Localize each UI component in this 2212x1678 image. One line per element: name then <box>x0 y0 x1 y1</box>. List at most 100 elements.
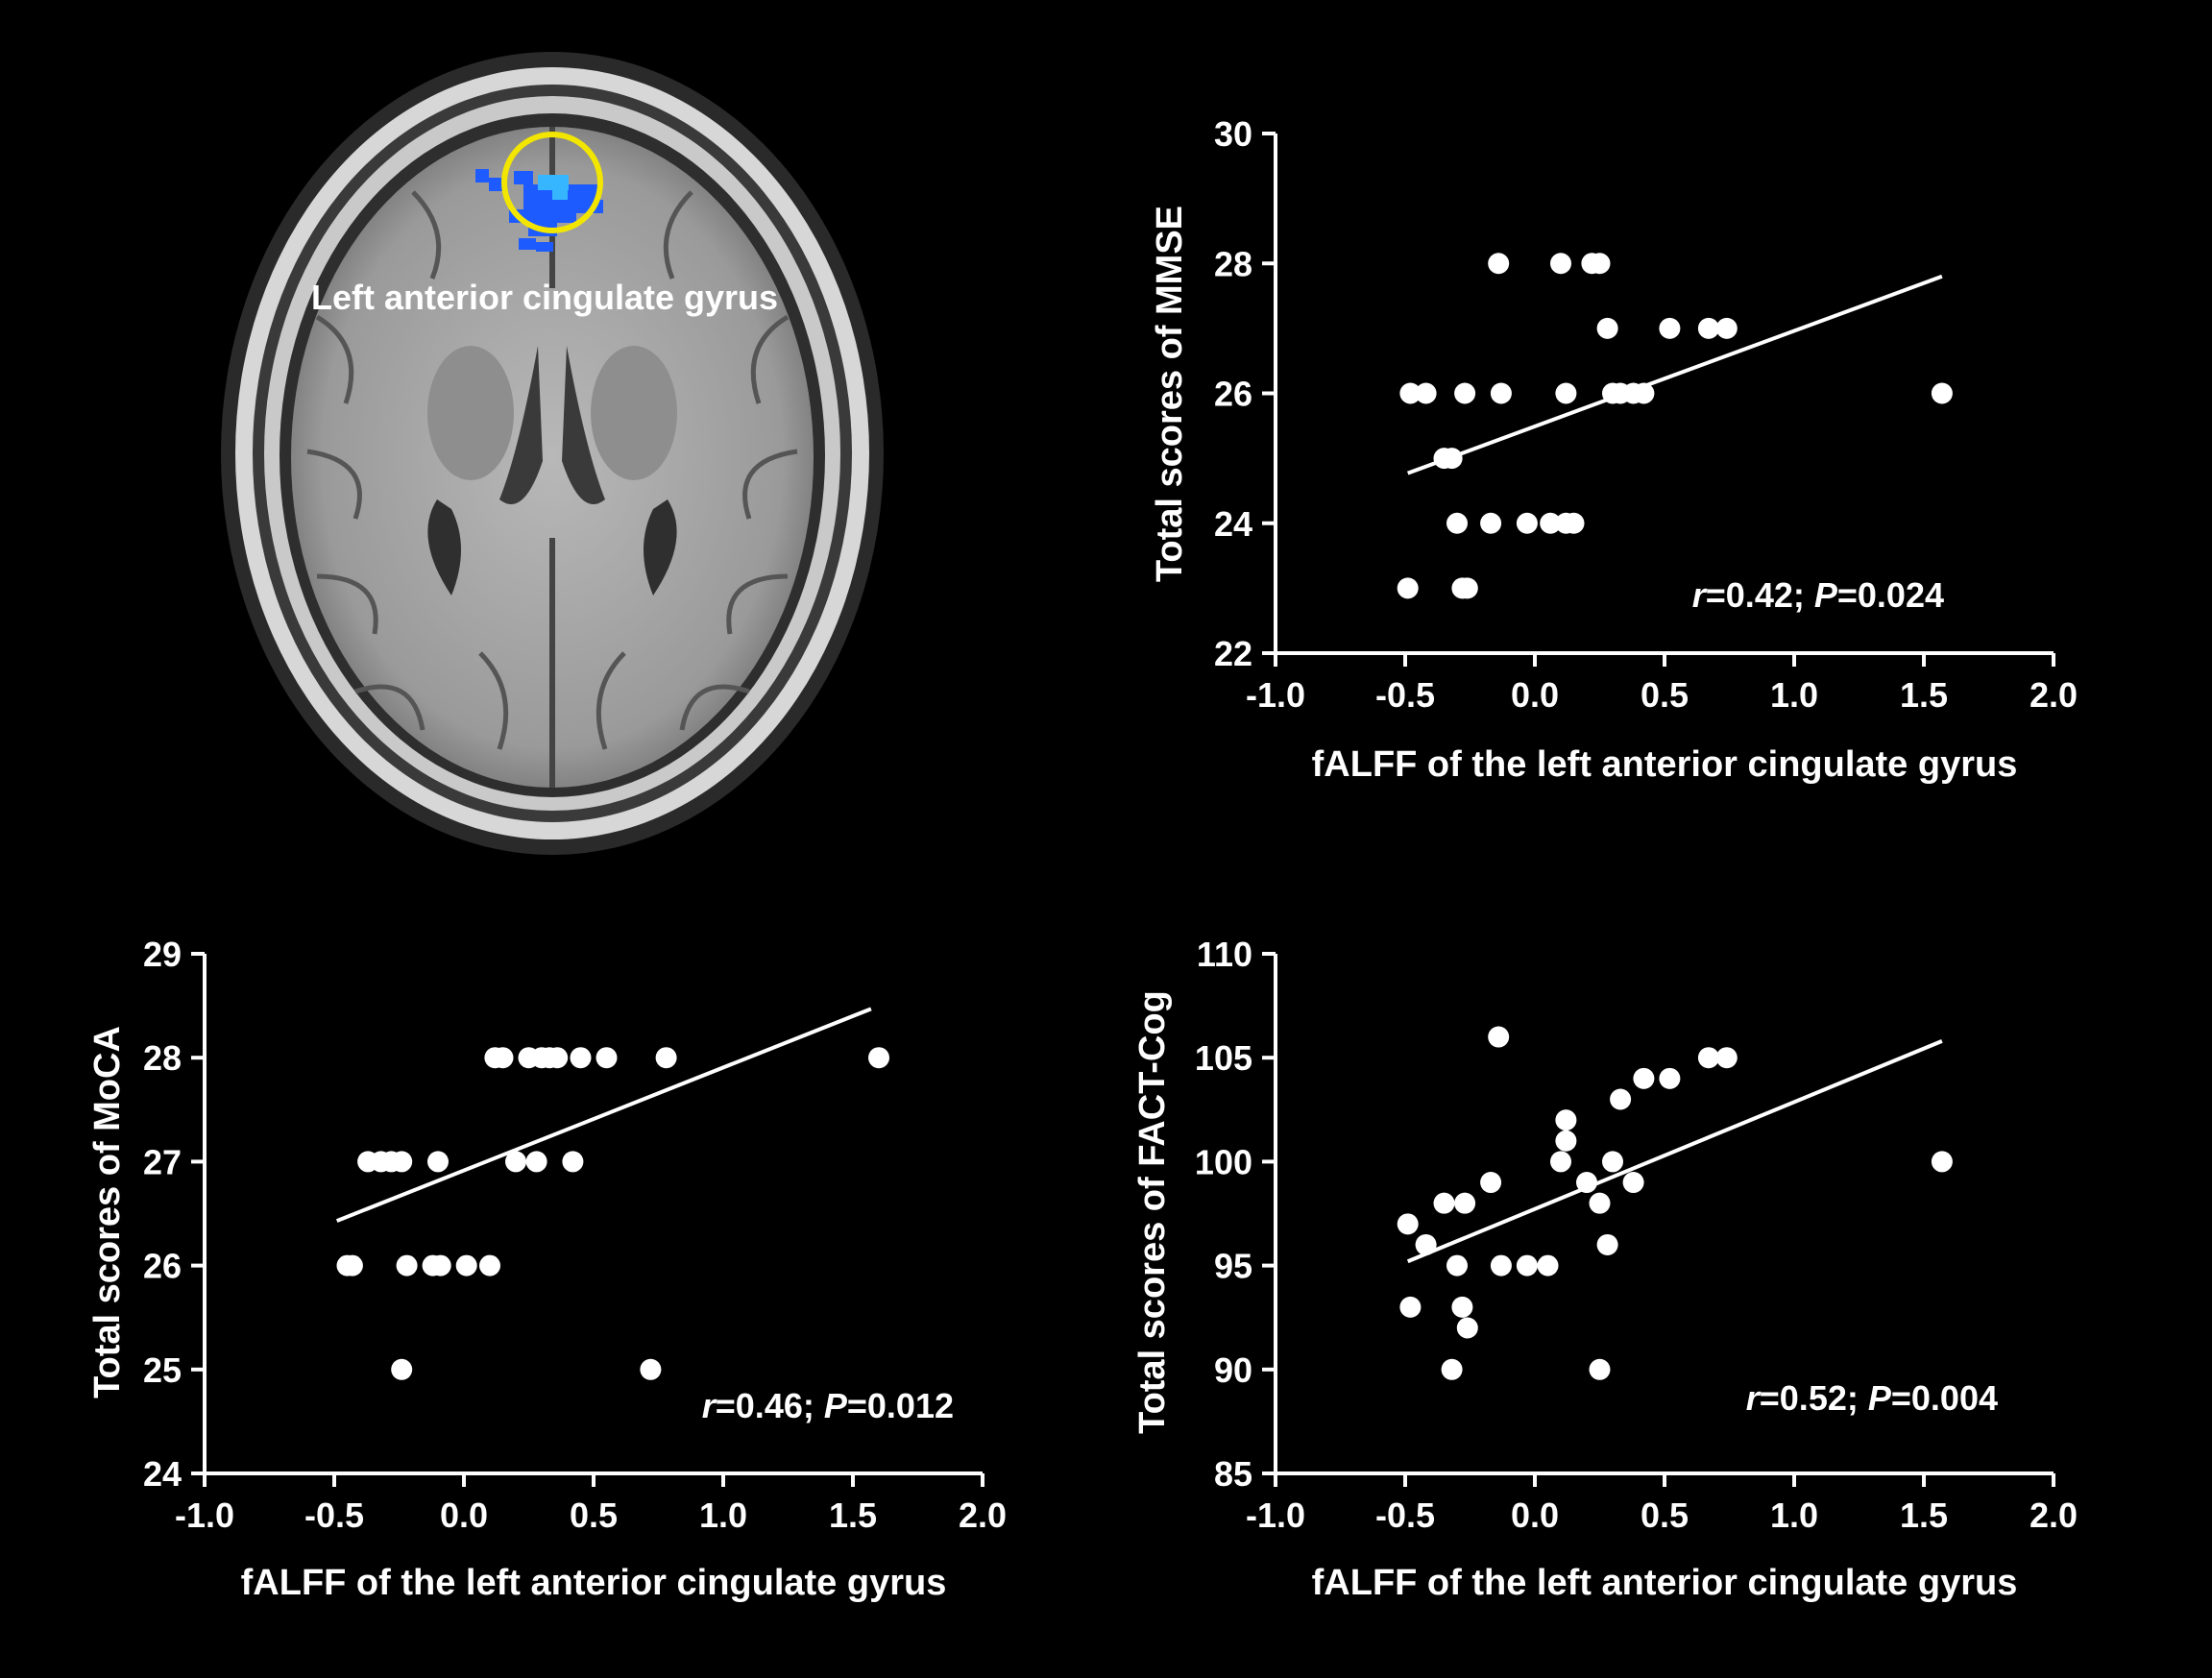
data-point <box>1446 512 1468 534</box>
r-symbol: r <box>702 1386 717 1425</box>
right-basal-ganglia <box>591 346 677 480</box>
data-point <box>1516 1254 1538 1277</box>
y-tick-label: 105 <box>1195 1038 1252 1078</box>
regression-line <box>335 1007 872 1223</box>
data-point <box>596 1047 618 1069</box>
data-point <box>1596 317 1618 339</box>
data-point <box>1488 253 1510 275</box>
data-point <box>1397 1213 1419 1235</box>
x-tick-label: -0.5 <box>1375 675 1435 715</box>
data-point <box>1456 577 1478 599</box>
y-tick-label: 26 <box>1214 375 1252 414</box>
p-value: =0.024 <box>1837 575 1944 615</box>
data-point <box>341 1254 363 1277</box>
x-tick-label: 2.0 <box>2030 675 2078 715</box>
brain-tissue <box>291 127 814 788</box>
x-tick-label: 2.0 <box>959 1496 1007 1535</box>
x-tick-label: -1.0 <box>175 1496 234 1535</box>
y-tick-label: 28 <box>143 1038 182 1078</box>
correlation-stats: r=0.46; P=0.012 <box>702 1386 954 1425</box>
y-tick-label: 30 <box>1214 114 1252 154</box>
data-point <box>455 1254 477 1277</box>
highlight-circle <box>501 132 603 233</box>
data-point <box>868 1047 889 1069</box>
data-point <box>391 1358 413 1380</box>
data-point <box>427 1151 449 1173</box>
data-point <box>1433 1192 1455 1214</box>
r-value: =0.42; <box>1706 575 1814 615</box>
data-point <box>1480 512 1502 534</box>
x-tick-label: 0.0 <box>1511 675 1559 715</box>
data-point <box>492 1047 514 1069</box>
y-tick-label: 26 <box>143 1247 182 1286</box>
data-point <box>1576 1172 1597 1194</box>
data-point <box>396 1254 418 1277</box>
data-point <box>1555 382 1577 404</box>
regression-line <box>1407 274 1943 475</box>
y-tick-label: 95 <box>1214 1247 1252 1286</box>
data-point <box>429 1254 451 1277</box>
left-basal-ganglia <box>427 346 514 480</box>
x-tick-label: -0.5 <box>304 1496 364 1535</box>
right-lateral-ventricle <box>562 346 605 504</box>
data-point <box>1715 1047 1738 1069</box>
y-tick-label: 110 <box>1197 935 1252 974</box>
y-tick-label: 24 <box>143 1454 182 1494</box>
data-point <box>1589 1358 1611 1380</box>
r-symbol: r <box>1746 1378 1762 1418</box>
data-point <box>1446 1254 1468 1277</box>
r-symbol: r <box>1692 575 1708 615</box>
data-point <box>640 1358 662 1380</box>
data-point <box>1540 512 1562 534</box>
data-point <box>1633 1067 1655 1089</box>
data-point <box>1697 1047 1719 1069</box>
p-value: =0.004 <box>1891 1378 1998 1418</box>
data-point <box>1454 1192 1476 1214</box>
p-value: =0.012 <box>847 1386 954 1425</box>
data-point <box>547 1047 569 1069</box>
y-tick-label: 90 <box>1214 1350 1252 1390</box>
x-tick-label: 1.5 <box>1900 1496 1948 1535</box>
y-tick-label: 28 <box>1214 244 1252 283</box>
p-symbol: P <box>1814 575 1838 615</box>
data-point <box>562 1151 584 1173</box>
data-point <box>1589 1192 1611 1214</box>
data-point <box>1610 1088 1632 1110</box>
data-point <box>1659 317 1681 339</box>
data-point <box>1555 1130 1577 1152</box>
x-tick-label: 2.0 <box>2030 1496 2078 1535</box>
data-point <box>1931 382 1953 404</box>
data-point <box>1602 1151 1623 1173</box>
y-axis-title: Total scores of MMSE <box>1150 206 1190 582</box>
x-axis-title: fALFF of the left anterior cingulate gyr… <box>1312 1563 2018 1603</box>
brain-region-label: Left anterior cingulate gyrus <box>311 278 778 317</box>
x-tick-label: -0.5 <box>1375 1496 1435 1535</box>
y-axis-title: Total scores of MoCA <box>87 1026 128 1398</box>
data-point <box>1490 382 1512 404</box>
data-point <box>1622 1172 1644 1194</box>
x-tick-label: 0.5 <box>1641 675 1689 715</box>
activation-cluster <box>475 169 603 252</box>
data-point <box>1550 253 1571 275</box>
data-point <box>1480 1172 1502 1194</box>
data-point <box>1399 382 1422 404</box>
x-tick-label: 1.0 <box>1770 675 1818 715</box>
data-point <box>1563 512 1585 534</box>
y-axis-title: Total scores of FACT-Cog <box>1132 990 1173 1434</box>
x-tick-label: 1.0 <box>699 1496 747 1535</box>
data-point <box>1399 1296 1422 1318</box>
y-tick-label: 100 <box>1195 1142 1252 1181</box>
data-point <box>1441 448 1463 470</box>
r-value: =0.46; <box>716 1386 824 1425</box>
data-point <box>505 1151 526 1173</box>
correlation-stats: r=0.52; P=0.004 <box>1746 1378 1998 1418</box>
data-point <box>1454 382 1476 404</box>
data-point <box>1697 317 1719 339</box>
data-point <box>1456 1317 1478 1339</box>
data-point <box>570 1047 592 1069</box>
sulci-pattern <box>306 190 798 750</box>
p-symbol: P <box>1868 1378 1892 1418</box>
data-point <box>1415 1233 1437 1255</box>
data-point <box>525 1151 547 1173</box>
